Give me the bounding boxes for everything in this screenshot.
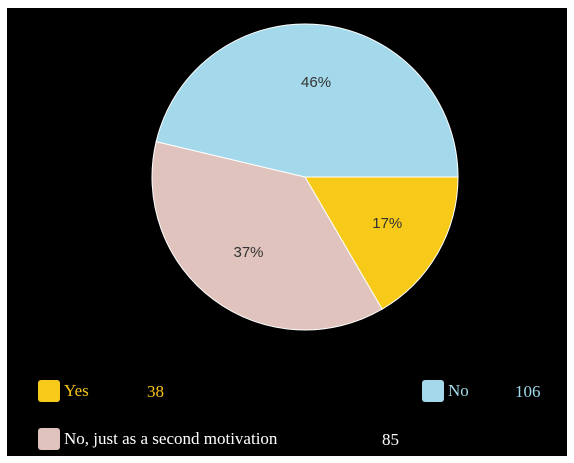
legend-item-second-motivation[interactable]: No, just as a second motivation	[38, 428, 277, 450]
pie-chart: 17% 37% 46%	[151, 23, 459, 331]
legend-label-yes: Yes	[64, 381, 89, 400]
legend-value-yes: 38	[147, 382, 164, 401]
chart-panel: 17% 37% 46% Yes 38 No 106 No, just as a se…	[7, 8, 567, 456]
legend-item-no[interactable]: No	[422, 380, 469, 402]
legend-swatch-second-motivation	[38, 428, 60, 450]
pie-label-no-just-as-a-second-motivation: 37%	[233, 244, 263, 261]
legend-label-second-motivation: No, just as a second motivation	[64, 429, 278, 448]
pie-slice-yes[interactable]	[304, 176, 459, 310]
legend-swatch-no	[422, 380, 444, 402]
legend-value-second-motivation: 85	[382, 430, 399, 449]
pie-label-no: 46%	[301, 74, 331, 91]
legend-value-no: 106	[515, 382, 541, 401]
pie-slice-no-just-as-a-second-motivation[interactable]	[151, 141, 383, 331]
pie-slice-no[interactable]	[155, 23, 459, 178]
legend-item-yes[interactable]: Yes	[38, 380, 89, 402]
legend-label-no: No	[448, 381, 469, 400]
legend-swatch-yes	[38, 380, 60, 402]
pie-label-yes: 17%	[372, 215, 402, 232]
